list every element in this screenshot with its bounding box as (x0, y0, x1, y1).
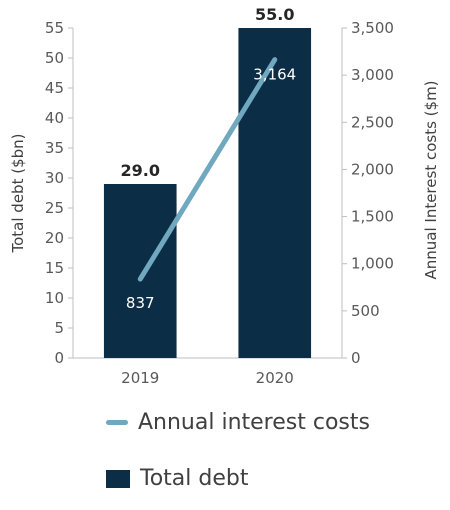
x-axis-ticks: 2019 2020 (121, 369, 294, 387)
interest-cost-line (137, 57, 278, 282)
right-tick-label: 3,500 (351, 19, 394, 37)
right-tick-label: 1,500 (351, 208, 394, 226)
right-axis-title: Annual Interest costs ($m) (422, 80, 440, 279)
line-series-interest-costs: 837 3,164 (126, 57, 296, 312)
left-axis-title: Total debt ($bn) (9, 134, 27, 254)
legend-line-swatch (106, 420, 128, 425)
right-tick-label: 1,000 (351, 255, 394, 273)
left-tick-label: 25 (45, 199, 64, 217)
right-tick-label: 0 (351, 349, 361, 367)
legend-label: Total debt (140, 466, 249, 491)
left-axis-ticks: 0 5 10 15 20 25 30 35 40 45 50 55 (45, 19, 73, 367)
x-tick-label: 2019 (121, 369, 159, 387)
bar-2020 (238, 28, 312, 358)
left-tick-label: 35 (45, 139, 64, 157)
left-tick-label: 10 (45, 289, 64, 307)
bar-value-label: 29.0 (121, 161, 160, 180)
x-tick-label: 2020 (256, 369, 294, 387)
left-tick-label: 55 (45, 19, 64, 37)
bar-series-total-debt: 29.0 55.0 (103, 5, 312, 358)
left-tick-label: 30 (45, 169, 64, 187)
bar-value-label: 55.0 (255, 5, 294, 24)
left-tick-label: 15 (45, 259, 64, 277)
line-point-label: 3,164 (253, 66, 296, 84)
right-tick-label: 3,000 (351, 66, 394, 84)
right-tick-label: 2,000 (351, 160, 394, 178)
left-tick-label: 5 (54, 319, 64, 337)
left-tick-label: 45 (45, 79, 64, 97)
right-tick-label: 2,500 (351, 113, 394, 131)
legend-bar-swatch (106, 469, 130, 488)
line-point-label: 837 (126, 294, 155, 312)
right-axis-ticks: 0 500 1,000 1,500 2,000 2,500 3,000 3,500 (342, 19, 394, 367)
legend-item-total-debt: Total debt (106, 466, 248, 491)
left-tick-label: 40 (45, 109, 64, 127)
legend-item-annual-interest-costs: Annual interest costs (106, 410, 370, 435)
left-tick-label: 20 (45, 229, 64, 247)
bar-2019 (103, 184, 177, 358)
legend-label: Annual interest costs (138, 410, 370, 435)
right-tick-label: 500 (351, 302, 380, 320)
combo-chart: 0 5 10 15 20 25 30 35 40 45 50 55 0 500 1,000 1,500 2,0… (9, 5, 440, 387)
left-tick-label: 0 (54, 349, 64, 367)
left-tick-label: 50 (45, 49, 64, 67)
